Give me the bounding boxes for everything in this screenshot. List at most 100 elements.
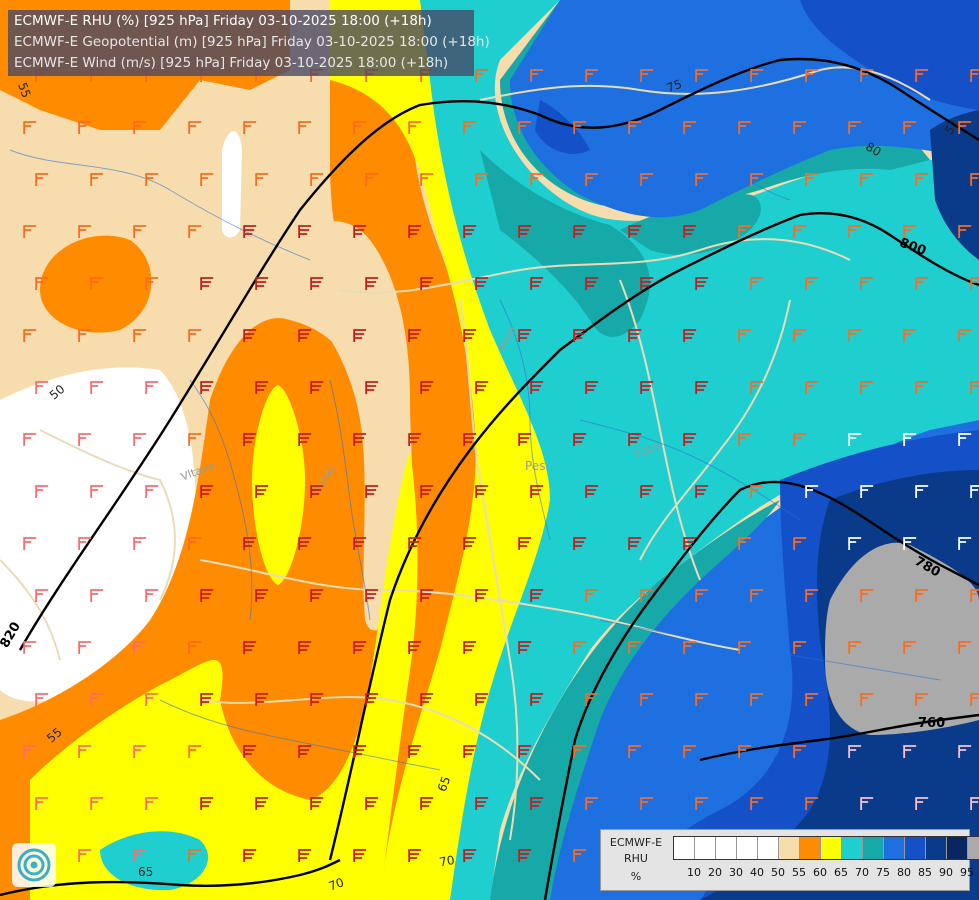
legend-swatch <box>905 837 926 859</box>
wind-barb <box>573 225 587 238</box>
wind-barb <box>23 225 37 238</box>
wind-barb <box>530 693 544 706</box>
wind-barb <box>860 589 874 602</box>
wind-barb <box>640 381 654 394</box>
wind-barb <box>530 589 544 602</box>
wind-barb <box>243 225 257 238</box>
rhu-zone-55-60-island <box>40 235 152 333</box>
legend-tick: 30 <box>729 866 743 879</box>
wind-barb <box>463 537 477 550</box>
wind-barb <box>640 693 654 706</box>
wind-barb <box>915 693 929 706</box>
legend-swatch <box>716 837 737 859</box>
legend-tick: 10 <box>687 866 701 879</box>
rhu-zone-65-70-southwest <box>100 831 209 891</box>
wind-barb <box>35 693 49 706</box>
wind-barb <box>145 797 159 810</box>
wind-barb <box>90 277 104 290</box>
wind-barb <box>573 329 587 342</box>
wind-barb <box>408 433 422 446</box>
wind-barb <box>310 797 324 810</box>
wind-barb <box>200 381 214 394</box>
wind-barb <box>915 589 929 602</box>
wind-barb <box>860 797 874 810</box>
wind-barb <box>585 69 599 82</box>
rhu-label: 55 <box>15 81 33 100</box>
wind-barb <box>530 69 544 82</box>
wind-barb <box>298 849 312 862</box>
legend-swatch <box>821 837 842 859</box>
rhu-zone-85-90-northeast <box>930 110 979 260</box>
wind-barb <box>848 121 862 134</box>
wind-barb <box>298 537 312 550</box>
wind-barb <box>255 797 269 810</box>
wind-barb <box>738 329 752 342</box>
wind-barb <box>793 641 807 654</box>
wind-barb <box>200 797 214 810</box>
wind-barb <box>750 589 764 602</box>
title-wind: ECMWF-E Wind (m/s) [925 hPa] Friday 03-1… <box>14 55 449 71</box>
wind-barb <box>420 693 434 706</box>
wind-barb <box>188 849 202 862</box>
wind-barb <box>903 641 917 654</box>
wind-barb <box>518 329 532 342</box>
legend-tick: 65 <box>834 866 848 879</box>
wind-barb <box>585 173 599 186</box>
wind-barb <box>408 641 422 654</box>
wind-barb <box>573 537 587 550</box>
legend-swatch <box>674 837 695 859</box>
wind-barb <box>793 537 807 550</box>
wind-barb <box>530 485 544 498</box>
title-rhu: ECMWF-E RHU (%) [925 hPa] Friday 03-10-2… <box>14 13 432 29</box>
wind-barb <box>188 329 202 342</box>
wind-barb <box>23 433 37 446</box>
wind-barb <box>420 797 434 810</box>
wind-barb <box>640 797 654 810</box>
rhu-zone-80-85-north <box>535 0 979 154</box>
legend-field: RHU <box>624 852 648 865</box>
wind-barb <box>133 849 147 862</box>
wind-barb <box>915 69 929 82</box>
wind-barb <box>463 225 477 238</box>
wind-barb <box>243 537 257 550</box>
wind-barb <box>78 329 92 342</box>
legend-swatch <box>926 837 947 859</box>
wind-barb <box>848 225 862 238</box>
wind-barb <box>408 121 422 134</box>
wind-barb <box>475 589 489 602</box>
wind-barb <box>353 641 367 654</box>
wind-barb <box>805 381 819 394</box>
wind-barb <box>200 589 214 602</box>
wind-barb <box>970 589 979 602</box>
wind-barb <box>243 433 257 446</box>
wind-barb <box>518 641 532 654</box>
wind-barb <box>78 433 92 446</box>
wind-barb <box>805 693 819 706</box>
legend-tick: 55 <box>792 866 806 879</box>
wind-barb <box>915 173 929 186</box>
wind-barb <box>420 485 434 498</box>
legend-swatch <box>884 837 905 859</box>
wind-barb <box>200 277 214 290</box>
wind-barb <box>145 173 159 186</box>
legend-swatch <box>779 837 800 859</box>
wind-barb <box>188 433 202 446</box>
wind-barb <box>738 121 752 134</box>
wind-barb <box>695 381 709 394</box>
wind-barb <box>848 433 862 446</box>
wind-barb <box>420 173 434 186</box>
legend-tick: 75 <box>876 866 890 879</box>
wind-barb <box>750 693 764 706</box>
wind-barb <box>90 693 104 706</box>
wind-barb <box>35 381 49 394</box>
legend-tick: 95 <box>960 866 974 879</box>
legend-swatch <box>968 837 979 859</box>
legend-tick: 50 <box>771 866 785 879</box>
wind-barb <box>738 537 752 550</box>
wind-barb <box>903 225 917 238</box>
wind-barb <box>640 173 654 186</box>
wind-barb <box>518 745 532 758</box>
wind-barb <box>353 225 367 238</box>
rhu-label: 80 <box>863 139 883 159</box>
title-box: ECMWF-E RHU (%) [925 hPa] Friday 03-10-2… <box>8 10 490 76</box>
